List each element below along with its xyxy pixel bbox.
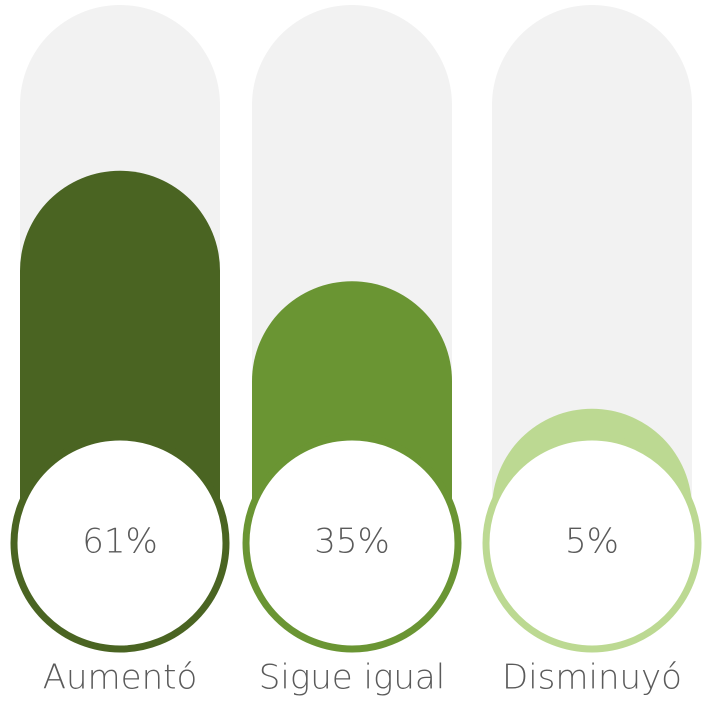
value-badge (242, 433, 462, 653)
value-badge (482, 433, 702, 653)
value-label: 61% (82, 522, 158, 562)
value-label: 35% (314, 522, 390, 562)
value-label: 5% (565, 522, 619, 562)
category-label: Sigue igual (259, 658, 445, 698)
value-badge (10, 433, 230, 653)
category-label: Aumentó (43, 658, 198, 698)
category-label: Disminuyó (502, 658, 682, 698)
